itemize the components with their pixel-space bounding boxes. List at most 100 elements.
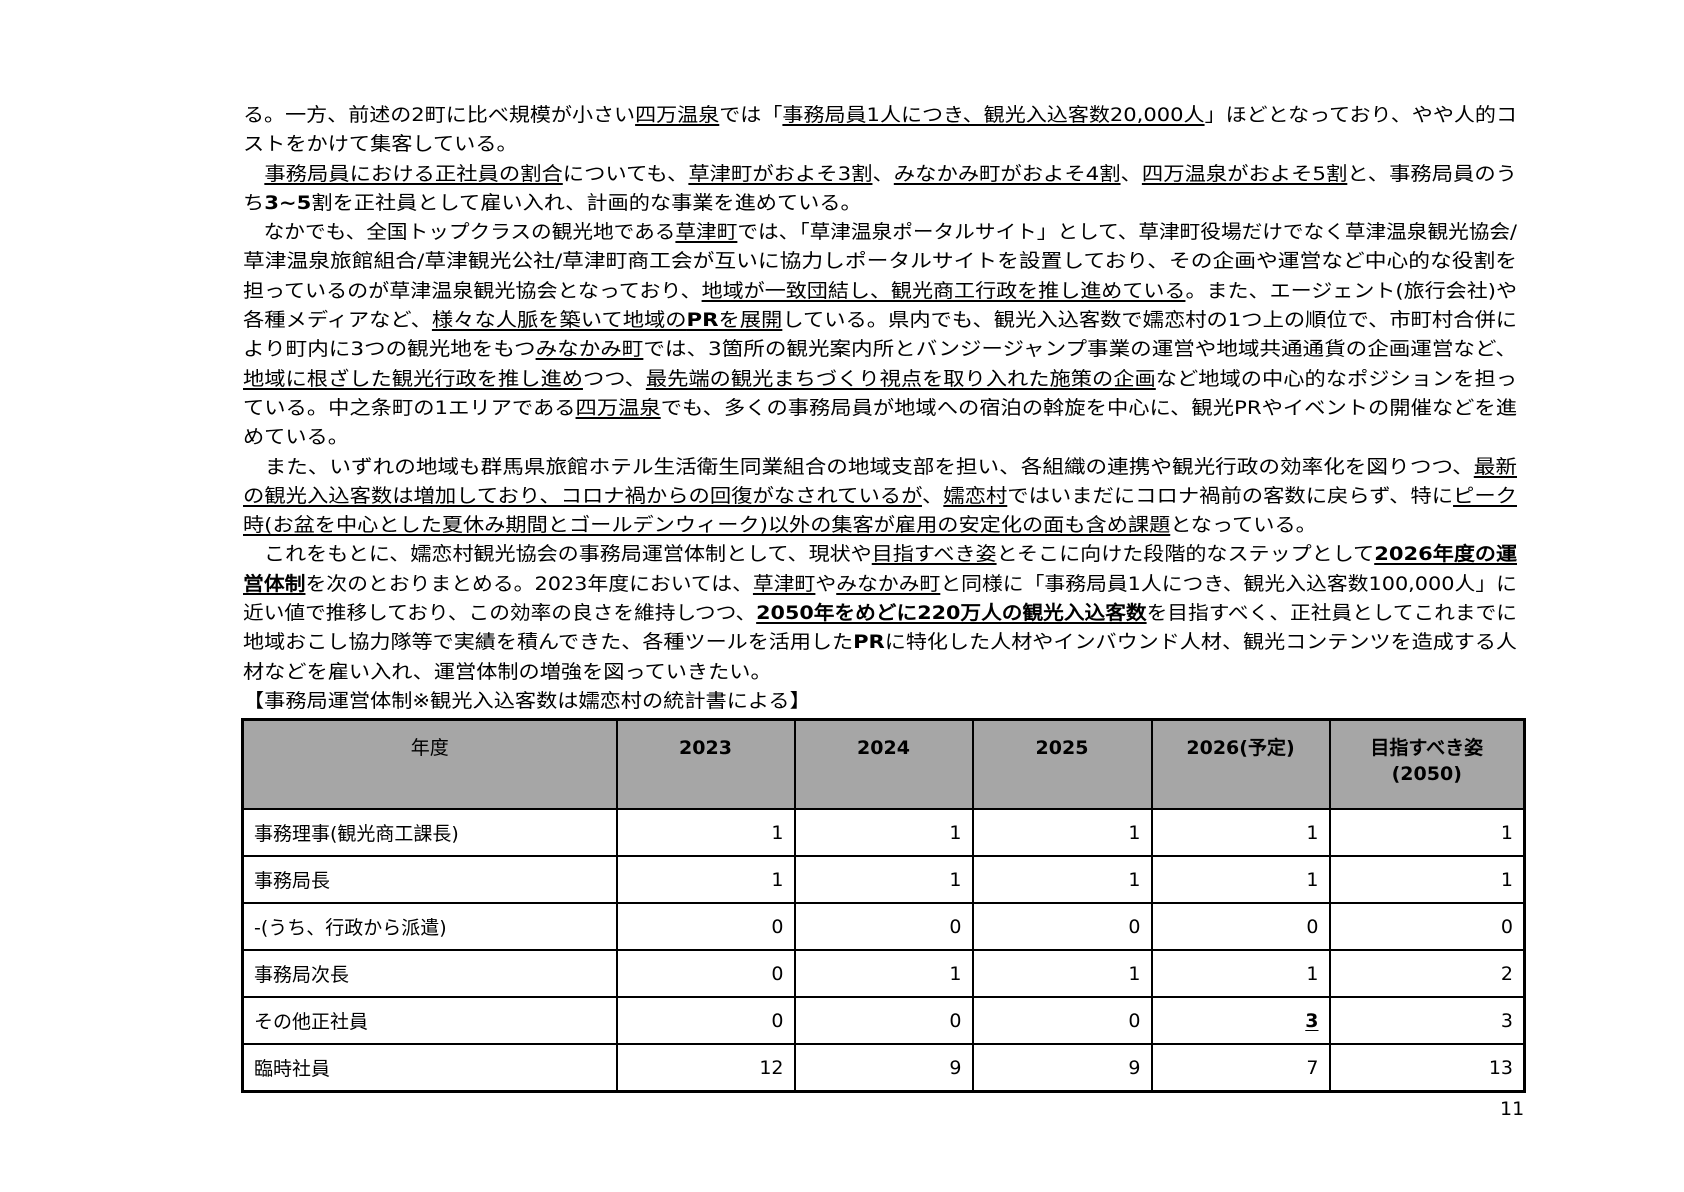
underlined-text: 2026年度の運 <box>1374 543 1517 566</box>
text-line: ストをかけて集客している。 <box>243 130 518 159</box>
underlined-text: 地域に根ざした観光行政を推し進め <box>243 367 583 390</box>
table-row: 臨時社員 12 9 9 7 13 <box>241 1043 1526 1093</box>
text-segment: 近い値で推移しており、この効率の良さを維持しつつ、 <box>243 602 757 625</box>
header-2024: 2024 <box>793 718 974 810</box>
cell-value: 1 <box>1500 868 1513 891</box>
text-line: めている。 <box>243 423 349 452</box>
cell-value: 1 <box>1128 868 1141 891</box>
text-line: 事務局員における正社員の割合についても、草津町がおよそ3割、みなかみ町がおよそ4… <box>243 160 1517 189</box>
table-row: 事務理事(観光商工課長) 1 1 1 1 1 <box>241 808 1526 857</box>
text-segment: また、いずれの地域も群馬県旅館ホテル生活衛生同業組合の地域支部を担い、各組織の連… <box>243 455 1474 478</box>
body-text: る。一方、前述の2町に比べ規模が小さい四万温泉 では「事務局員1人につき、観光入込… <box>243 101 1517 716</box>
text-segment: 」ほどとなっており、やや人的コ <box>1204 104 1517 126</box>
text-segment: でも、多くの事務局員が地域への宿泊の斡旋を中心に、観光PRやイベントの開催などを… <box>660 396 1517 419</box>
text-segment: ている。中之条町の1エリアである <box>243 396 576 419</box>
cell-value: 0 <box>949 1009 962 1032</box>
text-segment: ストをかけて集客している。 <box>243 133 518 156</box>
row-label: 事務局次長 <box>241 949 618 998</box>
table-cell: 13 <box>1328 1043 1526 1093</box>
underlined-text: みなかみ町 <box>535 338 644 361</box>
table-row: その他正社員 0 0 0 3 3 <box>241 996 1526 1045</box>
text-line: 地域おこし協力隊等で実績を積んできた、各種ツールを活用したPRに特化した人材やイ… <box>243 628 1517 657</box>
text-segment: では、「草津温泉ポータルサイト」として、草津町役場だけでなく草津温泉観光協会/ <box>737 221 1517 244</box>
text-segment: と同様に「事務局員1人につき、観光入込客数100,000人」に <box>940 572 1517 595</box>
text-line: 営体制を次のとおりまとめる。2023年度においては、草津町やみなかみ町と同様に「… <box>243 570 1517 599</box>
table-cell: 12 <box>615 1043 796 1093</box>
underlined-text: 目指すべき姿 <box>871 543 997 566</box>
text-segment: を目指すべく、正社員としてこれまでに <box>1146 602 1517 625</box>
table-cell: 1 <box>1150 808 1331 857</box>
table-cell: 1 <box>971 808 1153 857</box>
text-line: これをもとに、嬬恋村観光協会の事務局運営体制として、現状や目指すべき姿とそこに向… <box>243 540 1517 569</box>
underlined-text: 事務局員における正社員の割合 <box>264 162 563 185</box>
text-segment: 【事務局運営体制※観光入込客数は嬬恋村の統計書による】 <box>243 689 811 712</box>
table-cell: 1 <box>793 808 974 857</box>
table-cell: 7 <box>1150 1043 1331 1093</box>
table-cell: 3 <box>1328 996 1526 1045</box>
table-cell: 0 <box>615 902 796 951</box>
row-label: 事務理事(観光商工課長) <box>241 808 618 857</box>
text-segment: より町内に3つの観光地をもつ <box>243 338 536 361</box>
text-segment: 、 <box>1120 162 1142 185</box>
cell-value: 0 <box>771 915 784 938</box>
underlined-text: 四万温泉 <box>575 396 661 419</box>
cell-value: 1 <box>1306 962 1319 985</box>
row-label: その他正社員 <box>241 996 618 1045</box>
underlined-text: の観光入込客数は増加しており、コロナ禍からの回復がなされているが <box>243 484 922 507</box>
text-line: 草津温泉旅館組合/草津観光公社/草津町商工会が互いに協力しポータルサイトを設置し… <box>243 247 1517 276</box>
text-segment: とそこに向けた段階的なステップとして <box>996 543 1375 566</box>
table-cell: 1 <box>1328 855 1526 904</box>
text-segment <box>243 163 264 185</box>
underlined-text: 四万温泉がおよそ5割 <box>1141 162 1348 185</box>
underlined-text: 嬬恋村 <box>943 484 1008 507</box>
row-label: -(うち、行政から派遣) <box>241 902 618 951</box>
underlined-text: 最新 <box>1473 455 1517 478</box>
underlined-text: みなかみ町がおよそ4割 <box>893 162 1121 185</box>
table-cell: 1 <box>793 949 974 998</box>
text-segment: では「 <box>719 104 783 126</box>
cell-value: 1 <box>1128 962 1141 985</box>
table-row: 事務局長 1 1 1 1 1 <box>241 855 1526 904</box>
cell-value: 9 <box>949 1056 962 1079</box>
table-header-row: 年度 2023 2024 2025 2026(予定) 目指すべき姿 (2050) <box>241 718 1526 810</box>
underlined-text: 営体制 <box>243 572 306 595</box>
table-cell: 1 <box>1150 949 1331 998</box>
text-segment: これをもとに、嬬恋村観光協会の事務局運営体制として、現状や <box>243 543 872 566</box>
text-line: ち3~5割を正社員として雇い入れ、計画的な事業を進めている。 <box>243 189 862 218</box>
table-cell: 1 <box>971 949 1153 998</box>
cell-value: 3 <box>1500 1009 1513 1032</box>
table-cell: 0 <box>1328 902 1526 951</box>
table-cell: 0 <box>793 996 974 1045</box>
cell-value: 1 <box>1306 821 1319 844</box>
text-line: なかでも、全国トップクラスの観光地である草津町では、「草津温泉ポータルサイト」と… <box>243 218 1517 247</box>
text-segment: についても、 <box>562 162 689 185</box>
text-segment: る。一方、前述の2町に比べ規模が小さい <box>243 104 636 126</box>
table-cell: 0 <box>615 996 796 1045</box>
cell-value: 1 <box>949 821 962 844</box>
cell-value: 1 <box>1500 821 1513 844</box>
cell-value: 1 <box>771 868 784 891</box>
header-2026: 2026(予定) <box>1150 718 1331 810</box>
text-segment: に特化した人材やインバウンド人材、観光コンテンツを造成する人 <box>884 631 1517 654</box>
header-2023: 2023 <box>615 718 796 810</box>
text-segment: となっている。 <box>1170 514 1317 537</box>
text-segment: 、 <box>921 484 944 507</box>
underlined-text: 最先端の観光まちづくり視点を取り入れた施策の企画 <box>645 367 1156 390</box>
table-cell: 1 <box>793 855 974 904</box>
row-label: 事務局長 <box>241 855 618 904</box>
cell-value: 0 <box>771 1009 784 1032</box>
cell-value: 0 <box>1306 915 1319 938</box>
text-segment: している。県内でも、観光入込客数で嬬恋村の1つ上の順位で、市町村合併に <box>782 309 1517 332</box>
staffing-table: 年度 2023 2024 2025 2026(予定) 目指すべき姿 (2050) … <box>241 718 1526 1093</box>
underlined-text: を展開 <box>718 309 783 332</box>
cell-value: 1 <box>1128 821 1141 844</box>
underlined-text: 事務局員1人につき、観光入込客数20,000人 <box>782 104 1205 126</box>
cell-value: 1 <box>949 962 962 985</box>
table-cell: 1 <box>1150 855 1331 904</box>
table-cell: 0 <box>1150 902 1331 951</box>
cell-value: 0 <box>1500 915 1513 938</box>
table-row: -(うち、行政から派遣) 0 0 0 0 0 <box>241 902 1526 951</box>
header-goal-2050: 目指すべき姿 (2050) <box>1328 718 1526 810</box>
text-segment: と、事務局員のう <box>1347 162 1517 185</box>
text-segment: 担っているのが草津温泉観光協会となっており、 <box>243 279 702 302</box>
